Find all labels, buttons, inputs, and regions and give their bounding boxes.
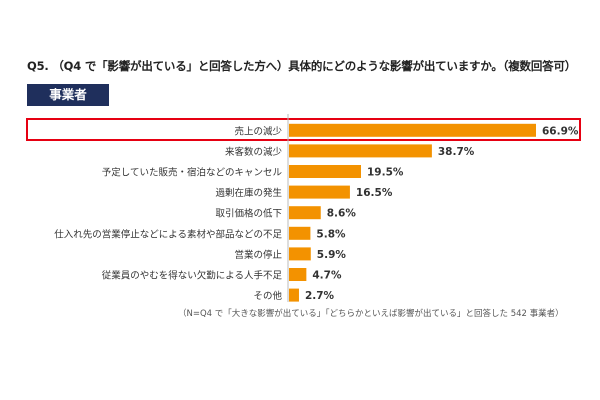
question-text: Q5. （Q4 で「影響が出ている」と回答した方へ）具体的にどのような影響が出て… xyxy=(27,59,577,73)
category-label: 予定していた販売・宿泊などのキャンセル xyxy=(102,167,283,179)
bar xyxy=(289,206,321,220)
bar xyxy=(289,165,361,178)
respondent-badge: 事業者 xyxy=(27,84,109,106)
category-label: 過剰在庫の発生 xyxy=(215,187,282,199)
value-label: 2.7% xyxy=(305,290,335,302)
bar xyxy=(289,185,350,199)
value-label: 4.7% xyxy=(312,270,342,282)
value-label: 38.7% xyxy=(438,146,475,158)
bars-group: 売上の減少 66.9% 来客数の減少 38.7% 予定していた販売・宿泊などのキャンセル… xyxy=(54,123,579,302)
category-label: 取引価格の低下 xyxy=(215,208,282,220)
value-label: 16.5% xyxy=(356,187,393,199)
category-label: 売上の減少 xyxy=(234,125,282,137)
highlight-box xyxy=(26,118,581,141)
category-label: 従業員のやむを得ない欠勤による人手不足 xyxy=(102,270,283,282)
bar xyxy=(289,226,311,240)
category-label: 仕入れ先の営業停止などによる素材や部品などの不足 xyxy=(54,228,282,240)
bar xyxy=(289,247,311,261)
category-label: その他 xyxy=(253,290,282,302)
value-label: 5.9% xyxy=(317,249,347,261)
bar xyxy=(289,268,307,281)
value-label: 66.9% xyxy=(542,125,579,137)
value-label: 5.8% xyxy=(316,228,346,240)
sample-note: （N=Q4 で「大きな影響が出ている」「どちらかといえば影響が出ている」と回答し… xyxy=(178,309,564,319)
value-label: 8.6% xyxy=(327,208,357,220)
bar xyxy=(289,123,536,137)
bar xyxy=(289,288,299,302)
value-label: 19.5% xyxy=(367,167,404,179)
category-label: 営業の停止 xyxy=(234,249,282,261)
category-label: 来客数の減少 xyxy=(225,146,283,158)
bar xyxy=(289,144,432,158)
